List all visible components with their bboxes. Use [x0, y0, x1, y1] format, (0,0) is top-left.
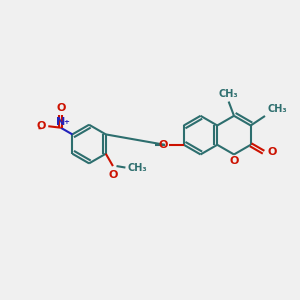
- Text: O: O: [267, 147, 277, 157]
- Text: CH₃: CH₃: [267, 104, 287, 115]
- Text: O: O: [37, 121, 46, 131]
- Text: O: O: [229, 156, 239, 166]
- Text: O: O: [56, 103, 65, 113]
- Text: CH₃: CH₃: [127, 163, 147, 172]
- Text: O: O: [158, 140, 167, 150]
- Text: O: O: [108, 170, 118, 180]
- Text: +: +: [64, 119, 70, 125]
- Text: N: N: [56, 117, 65, 127]
- Text: -: -: [38, 124, 42, 134]
- Text: CH₃: CH₃: [219, 88, 238, 99]
